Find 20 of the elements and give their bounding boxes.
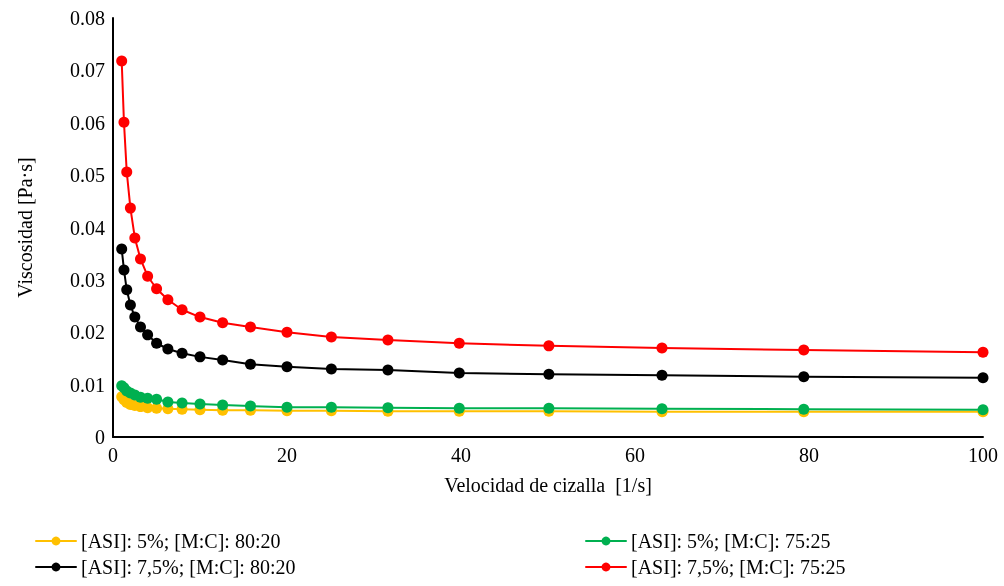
legend-label: [ASI]: 7,5%; [M:C]: 80:20 <box>81 556 296 578</box>
y-tick-label: 0.08 <box>70 7 105 29</box>
x-tick-label: 20 <box>277 444 297 466</box>
y-tick-label: 0.07 <box>70 59 105 82</box>
x-axis-title: Velocidad de cizalla [1/s] <box>444 474 652 496</box>
x-tick-label: 60 <box>625 444 645 466</box>
y-axis-title: Viscosidad [Pa·s] <box>14 157 36 298</box>
x-tick-label: 100 <box>968 444 998 466</box>
y-tick-label: 0 <box>95 426 105 448</box>
x-tick-label: 80 <box>799 444 819 466</box>
legend-label: [ASI]: 5%; [M:C]: 80:20 <box>81 530 281 552</box>
y-tick-label: 0.05 <box>70 164 105 187</box>
y-tick-label: 0.04 <box>70 216 105 239</box>
y-tick-label: 0.03 <box>70 268 105 291</box>
legend-label: [ASI]: 5%; [M:C]: 75:25 <box>631 530 831 552</box>
legend-label: [ASI]: 7,5%; [M:C]: 75:25 <box>631 556 846 578</box>
y-tick-label: 0.01 <box>70 373 105 396</box>
y-tick-label: 0.02 <box>70 321 105 344</box>
y-tick-label: 0.06 <box>70 111 105 134</box>
x-tick-label: 40 <box>451 444 471 466</box>
